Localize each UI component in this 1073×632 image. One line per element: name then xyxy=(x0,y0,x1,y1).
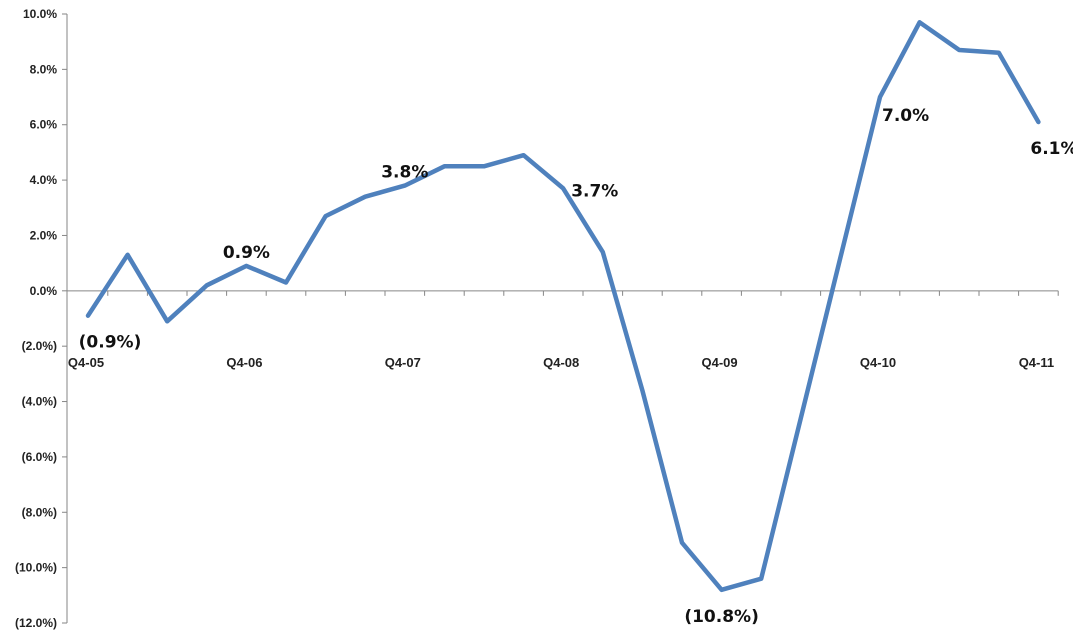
y-tick-label: (4.0%) xyxy=(22,395,57,409)
data-label: 6.1% xyxy=(1030,139,1073,159)
y-tick-label: (10.0%) xyxy=(15,561,57,575)
y-tick-label: (8.0%) xyxy=(22,505,57,519)
data-point xyxy=(86,314,90,318)
data-point xyxy=(680,541,684,545)
y-tick-label: (12.0%) xyxy=(15,616,57,630)
y-tick-label: 4.0% xyxy=(30,173,58,187)
data-point xyxy=(244,264,248,268)
data-label: 3.8% xyxy=(381,163,428,183)
data-point xyxy=(205,283,209,287)
data-point xyxy=(957,48,961,52)
y-tick-label: 10.0% xyxy=(23,7,57,21)
data-point xyxy=(363,195,367,199)
data-point xyxy=(720,588,724,592)
data-point xyxy=(601,250,605,254)
y-tick-label: (2.0%) xyxy=(22,339,57,353)
data-point xyxy=(759,577,763,581)
data-point xyxy=(997,51,1001,55)
data-label: (10.8%) xyxy=(684,607,759,627)
y-tick-label: 2.0% xyxy=(30,228,58,242)
data-point xyxy=(403,184,407,188)
x-tick-label: Q4-05 xyxy=(68,355,104,370)
y-tick-label: 8.0% xyxy=(30,62,58,76)
data-point xyxy=(838,256,842,260)
data-point xyxy=(284,281,288,285)
x-tick-label: Q4-06 xyxy=(226,355,262,370)
x-tick-label: Q4-11 xyxy=(1019,355,1054,370)
y-tick-label: 6.0% xyxy=(30,118,58,132)
data-point xyxy=(640,388,644,392)
y-tick-label: 0.0% xyxy=(30,284,58,298)
data-label: 3.7% xyxy=(571,181,618,201)
data-point xyxy=(165,319,169,323)
data-point xyxy=(126,253,130,257)
series-line xyxy=(85,20,1041,593)
data-point xyxy=(878,95,882,99)
data-point xyxy=(482,164,486,168)
data-point xyxy=(522,153,526,157)
data-point xyxy=(324,214,328,218)
data-point xyxy=(1036,120,1040,124)
data-label: 7.0% xyxy=(882,106,929,126)
data-point xyxy=(442,164,446,168)
x-tick-label: Q4-07 xyxy=(385,355,421,370)
x-tick-label: Q4-09 xyxy=(702,355,738,370)
data-point xyxy=(799,416,803,420)
data-point xyxy=(561,186,565,190)
data-point xyxy=(918,20,922,24)
data-label: (0.9%) xyxy=(79,333,142,353)
data-label: 0.9% xyxy=(223,243,270,263)
x-tick-label: Q4-10 xyxy=(860,355,896,370)
x-tick-label: Q4-08 xyxy=(543,355,579,370)
y-tick-label: (6.0%) xyxy=(22,450,57,464)
